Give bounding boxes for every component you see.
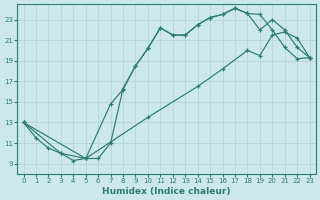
X-axis label: Humidex (Indice chaleur): Humidex (Indice chaleur) xyxy=(102,187,231,196)
